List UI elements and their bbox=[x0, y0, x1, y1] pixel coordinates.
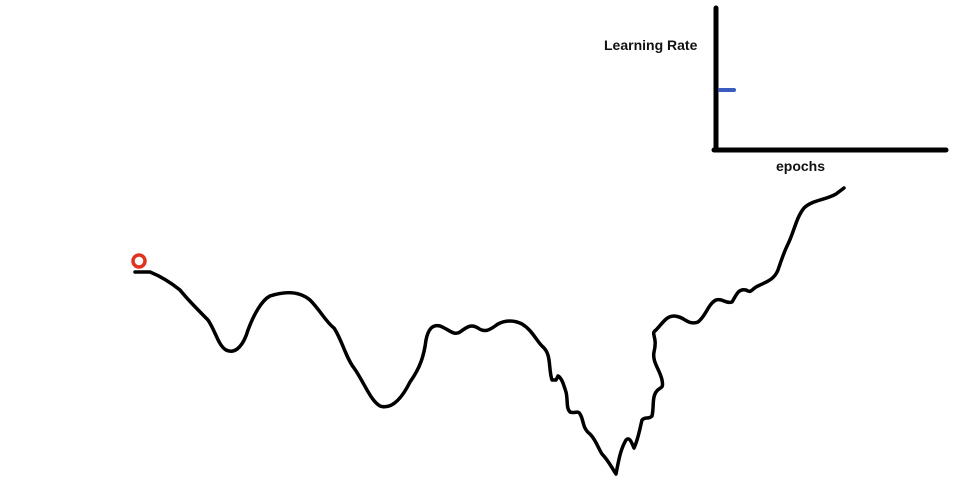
y-axis-label: Learning Rate bbox=[604, 37, 698, 53]
x-axis-label: epochs bbox=[776, 158, 825, 174]
loss-curve bbox=[133, 186, 846, 476]
learning-rate-chart: Learning Rate epochs bbox=[604, 5, 949, 174]
start-point-marker bbox=[131, 253, 147, 269]
